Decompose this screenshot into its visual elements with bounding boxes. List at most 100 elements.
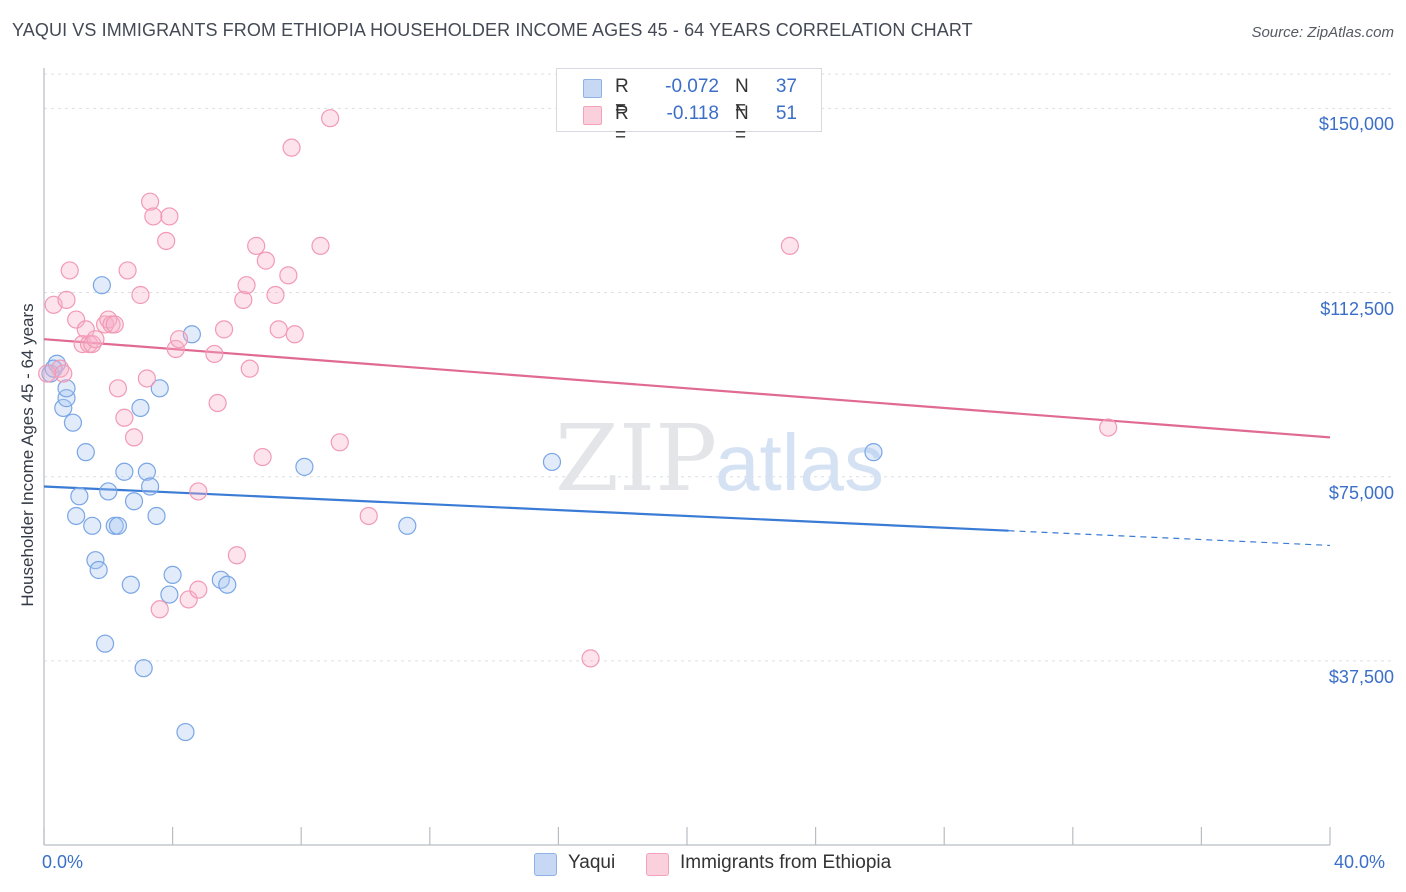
- ethiopia-point: [150, 600, 169, 619]
- yaqui-point: [76, 443, 95, 462]
- watermark: ZIP atlas: [555, 405, 884, 512]
- y-tick-label: $112,500: [1320, 298, 1394, 319]
- ethiopia-point: [237, 276, 256, 295]
- ethiopia-point: [160, 207, 179, 226]
- yaqui-point: [124, 492, 144, 511]
- ethiopia-point: [38, 364, 57, 383]
- ethiopia-point: [214, 320, 234, 339]
- ethiopia-point: [54, 364, 73, 383]
- ethiopia-point: [279, 266, 298, 285]
- y-axis-label: Householder Income Ages 45 - 64 years: [18, 303, 37, 607]
- ethiopia-point: [179, 590, 198, 609]
- ethiopia-point: [140, 192, 160, 211]
- r-value: -0.118: [666, 103, 719, 124]
- ethiopia-point: [311, 236, 330, 255]
- ethiopia-point: [105, 315, 124, 334]
- ethiopia-point: [780, 236, 799, 255]
- yaqui-swatch: [583, 79, 602, 98]
- yaqui-point: [295, 457, 314, 476]
- points-layer: [38, 109, 1118, 742]
- ethiopia-point: [157, 231, 176, 251]
- ethiopia-point: [115, 408, 134, 427]
- legend-label-ethiopia: Immigrants from Ethiopia: [680, 852, 892, 873]
- ethiopia-point: [95, 315, 115, 334]
- yaqui-point: [54, 398, 73, 418]
- y-tick-label: $37,500: [1328, 666, 1394, 687]
- n-label: N =: [735, 103, 749, 146]
- x-tick-label-min: 0.0%: [42, 852, 84, 872]
- n-value: 37: [775, 76, 797, 97]
- yaqui-point: [95, 634, 115, 653]
- trend-line-extension-0: [1008, 530, 1331, 547]
- yaqui-point: [542, 452, 562, 472]
- ethiopia-point: [240, 359, 259, 378]
- ethiopia-point: [321, 109, 340, 128]
- yaqui-point: [99, 482, 118, 501]
- y-tick-label: $75,000: [1328, 482, 1394, 503]
- yaqui-point: [160, 585, 179, 604]
- watermark-atlas: atlas: [715, 418, 884, 507]
- yaqui-point: [176, 722, 195, 742]
- r-value: -0.072: [665, 76, 719, 97]
- ethiopia-point: [266, 285, 285, 305]
- yaqui-point: [70, 487, 89, 506]
- yaqui-point: [163, 565, 182, 585]
- legend-label-yaqui: Yaqui: [568, 852, 616, 873]
- n-value: 51: [775, 103, 797, 124]
- legend-swatch-ethiopia: [646, 853, 669, 876]
- yaqui-point: [57, 389, 76, 408]
- watermark-zip: ZIP: [555, 405, 717, 512]
- x-tick-label-max: 40.0%: [1334, 852, 1386, 872]
- yaqui-point: [150, 379, 169, 398]
- yaqui-point: [67, 506, 86, 526]
- ethiopia-point: [67, 310, 86, 329]
- yaqui-point: [47, 354, 66, 373]
- ethiopia-point: [83, 334, 102, 354]
- ethiopia-swatch: [583, 106, 602, 125]
- yaqui-point: [398, 516, 417, 535]
- ethiopia-point: [359, 506, 378, 526]
- y-tick-label: $150,000: [1318, 114, 1394, 135]
- ethiopia-point: [234, 290, 253, 309]
- ethiopia-point: [330, 433, 349, 452]
- ethiopia-point: [189, 580, 208, 599]
- yaqui-point: [108, 516, 128, 535]
- yaqui-point: [63, 413, 83, 432]
- yaqui-point: [137, 462, 156, 481]
- legend-swatch-yaqui: [534, 853, 557, 876]
- ethiopia-point: [166, 339, 185, 359]
- yaqui-point: [86, 551, 105, 570]
- yaqui-point: [864, 443, 883, 462]
- ethiopia-point: [137, 369, 156, 388]
- ethiopia-point: [208, 393, 227, 413]
- ethiopia-point: [189, 482, 208, 501]
- ethiopia-point: [169, 330, 189, 349]
- ethiopia-point: [124, 428, 144, 447]
- yaqui-point: [92, 276, 111, 295]
- yaqui-point: [218, 575, 237, 594]
- r-label: R =: [615, 76, 629, 119]
- ethiopia-point: [131, 285, 150, 305]
- ethiopia-point: [205, 344, 224, 364]
- axis-layer: [43, 68, 1331, 846]
- ethiopia-point: [60, 261, 79, 280]
- ethiopia-point: [118, 261, 137, 280]
- ethiopia-point: [247, 236, 266, 255]
- ethiopia-point: [144, 207, 163, 226]
- ethiopia-point: [282, 138, 301, 157]
- trend-line-0: [43, 485, 1009, 532]
- ethiopia-point: [227, 546, 246, 565]
- ethiopia-point: [57, 290, 76, 309]
- ethiopia-point: [108, 379, 128, 398]
- yaqui-point: [89, 560, 108, 580]
- yaqui-point: [140, 477, 160, 496]
- ethiopia-point: [256, 251, 275, 270]
- stats-box: R = -0.072 N = 37 R = -0.118 N = 51: [556, 68, 822, 146]
- yaqui-point: [83, 516, 102, 535]
- ethiopia-point: [581, 649, 600, 668]
- ethiopia-point: [285, 325, 304, 344]
- chart-title: YAQUI VS IMMIGRANTS FROM ETHIOPIA HOUSEH…: [12, 20, 973, 40]
- yaqui-point: [57, 379, 76, 398]
- yaqui-point: [131, 398, 150, 418]
- yaqui-point: [115, 462, 134, 481]
